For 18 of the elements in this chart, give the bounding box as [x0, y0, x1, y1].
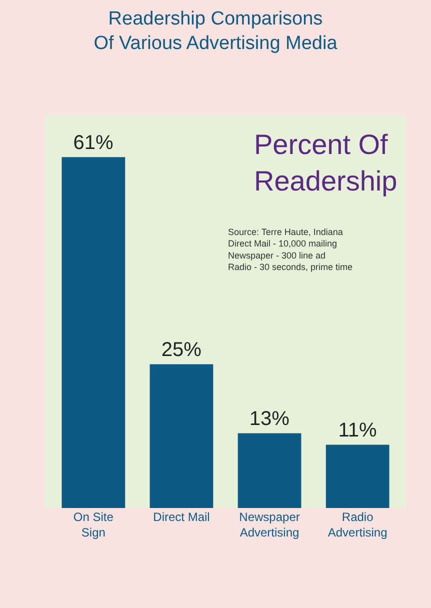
annotation: Direct Mail - 10,000 mailing — [228, 238, 338, 249]
x-tick-label: Direct Mail — [153, 510, 210, 524]
x-tick-label: Radio Advertising — [328, 510, 388, 540]
bar — [238, 433, 302, 508]
bar — [150, 364, 214, 508]
data-label: 13% — [249, 408, 290, 430]
chart-title: Readership Comparisons Of Various Advertising Media — [94, 8, 338, 54]
bar — [326, 444, 390, 508]
chart-subtitle: Percent Of Readership — [254, 129, 398, 196]
annotation: Source: Terre Haute, Indiana — [228, 227, 343, 237]
annotation: Radio - 30 seconds, prime time — [228, 262, 353, 272]
bar — [62, 157, 126, 508]
data-label: 61% — [73, 132, 114, 154]
data-label: 25% — [161, 339, 202, 362]
x-tick-label: On Site Sign — [73, 510, 114, 540]
data-label: 11% — [338, 420, 377, 442]
x-tick-label: Newspaper Advertising — [239, 510, 300, 540]
annotation: Newspaper - 300 line ad — [228, 250, 326, 260]
